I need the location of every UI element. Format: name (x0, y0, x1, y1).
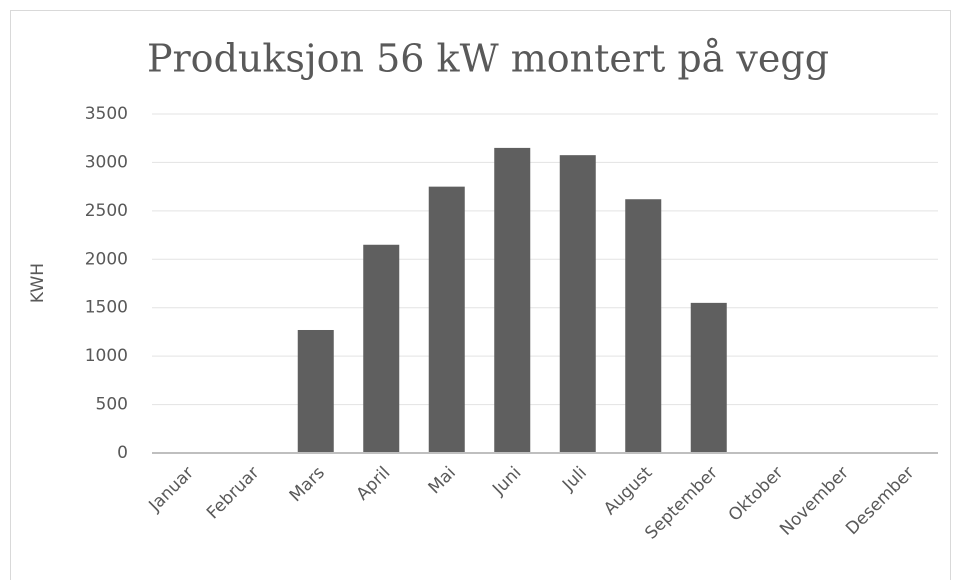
y-tick-label: 1000 (85, 346, 128, 366)
y-tick-label: 3500 (85, 104, 128, 124)
y-tick-label: 1500 (85, 298, 128, 318)
chart-frame (10, 10, 951, 580)
chart-title: Produksjon 56 kW montert på vegg (147, 37, 829, 81)
y-tick-label: 0 (117, 443, 128, 463)
bar (363, 244, 400, 453)
y-axis-label: KWH (28, 263, 48, 303)
bar (428, 186, 465, 453)
bar (559, 155, 596, 453)
y-tick-label: 3000 (85, 152, 128, 172)
y-tick-label: 500 (96, 395, 128, 415)
y-tick-label: 2500 (85, 201, 128, 221)
bar (690, 302, 727, 453)
y-tick-label: 2000 (85, 249, 128, 269)
bar (494, 147, 531, 453)
bar (625, 199, 662, 453)
bar (297, 329, 334, 453)
